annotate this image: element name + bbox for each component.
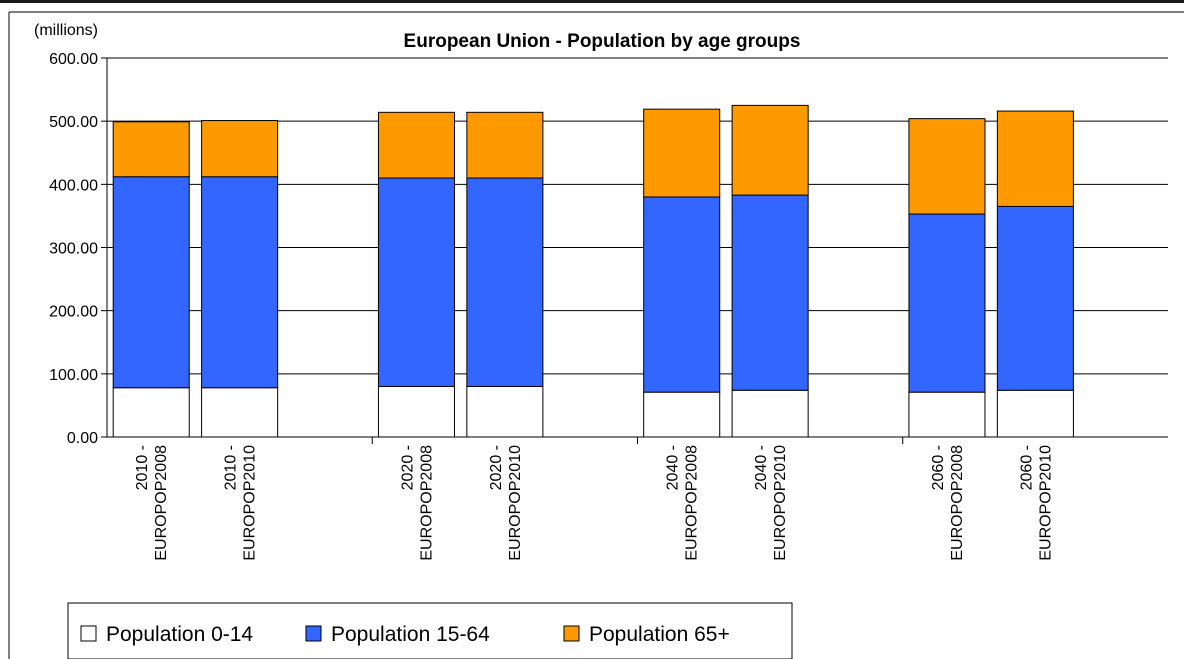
- category-label: 2020 - EUROPOP2008: [399, 445, 435, 561]
- y-axis-ticks: 0.00 100.00 200.00 300.00 400.00 500.00 600.00: [49, 51, 98, 447]
- legend-swatch-15-64: [305, 625, 322, 642]
- y-tick-label: 100.00: [49, 367, 98, 384]
- category-label-line: EUROPOP2010: [772, 445, 789, 561]
- category-label-line: EUROPOP2008: [684, 445, 701, 561]
- legend-label-0-14: Population 0-14: [106, 623, 253, 646]
- bar-segment: [731, 389, 809, 438]
- chart-title: European Union - Population by age group…: [404, 31, 801, 52]
- y-tick-label: 500.00: [49, 114, 98, 131]
- bar-segment: [643, 108, 721, 198]
- unit-label: (millions): [34, 22, 98, 39]
- category-label: 2020 - EUROPOP2010: [488, 445, 524, 561]
- category-label: 2060 - EUROPOP2008: [930, 445, 966, 561]
- bars: [112, 104, 1074, 438]
- bar-segment: [377, 177, 455, 387]
- bar-segment: [201, 176, 279, 389]
- bar-segment: [996, 389, 1074, 438]
- category-label-line: 2020 -: [488, 445, 505, 490]
- y-tick-label: 400.00: [49, 177, 98, 194]
- bar-segment: [908, 391, 986, 438]
- bar-segment: [112, 176, 190, 389]
- category-label: 2010 - EUROPOP2010: [223, 445, 259, 561]
- legend-label-65plus: Population 65+: [589, 623, 730, 646]
- category-label-line: 2060 -: [1018, 445, 1035, 490]
- bar-segment: [908, 213, 986, 393]
- bar-segment: [377, 111, 455, 179]
- category-label-line: EUROPOP2010: [242, 445, 259, 561]
- y-tick-label: 0.00: [67, 430, 98, 447]
- y-tick-label: 300.00: [49, 241, 98, 258]
- bar-segment: [112, 387, 190, 438]
- category-label-line: EUROPOP2010: [1037, 445, 1054, 561]
- bar-segment: [466, 111, 544, 179]
- category-label-line: EUROPOP2010: [507, 445, 524, 561]
- category-labels: 2010 - EUROPOP2008 2010 - EUROPOP2010 2020 -…: [134, 445, 1054, 561]
- bar-segment: [908, 118, 986, 215]
- category-label: 2060 - EUROPOP2010: [1018, 445, 1054, 561]
- bar-segment: [731, 194, 809, 391]
- bar-segment: [643, 196, 721, 393]
- category-label-line: 2040 -: [753, 445, 770, 490]
- bar-segment: [201, 120, 279, 178]
- y-tick-label: 600.00: [49, 51, 98, 68]
- category-label-line: EUROPOP2008: [949, 445, 966, 561]
- category-label-line: 2060 -: [930, 445, 947, 490]
- bar-segment: [466, 385, 544, 438]
- bar-segment: [377, 385, 455, 438]
- category-label-line: 2040 -: [665, 445, 682, 490]
- category-label: 2040 - EUROPOP2010: [753, 445, 789, 561]
- bar-segment: [996, 205, 1074, 391]
- legend-label-15-64: Population 15-64: [331, 623, 490, 646]
- bar-segment: [731, 104, 809, 196]
- category-label-line: EUROPOP2008: [418, 445, 435, 561]
- legend-swatch-65plus: [563, 625, 580, 642]
- category-label-line: 2020 -: [399, 445, 416, 490]
- legend-box: [67, 602, 793, 659]
- category-label-line: 2010 -: [134, 445, 151, 490]
- legend-swatch-0-14: [80, 625, 97, 642]
- category-label-line: 2010 -: [223, 445, 240, 490]
- bar-segment: [643, 391, 721, 438]
- legend: Population 0-14 Population 15-64 Populat…: [67, 602, 793, 659]
- bar-segment: [996, 110, 1074, 207]
- category-label-line: EUROPOP2008: [153, 445, 170, 561]
- category-label: 2040 - EUROPOP2008: [665, 445, 701, 561]
- top-strip: [0, 0, 1184, 3]
- y-tick-label: 200.00: [49, 304, 98, 321]
- axes: [101, 57, 1168, 444]
- bar-segment: [201, 387, 279, 438]
- bar-segment: [112, 121, 190, 178]
- bar-segment: [466, 177, 544, 387]
- category-label: 2010 - EUROPOP2008: [134, 445, 170, 561]
